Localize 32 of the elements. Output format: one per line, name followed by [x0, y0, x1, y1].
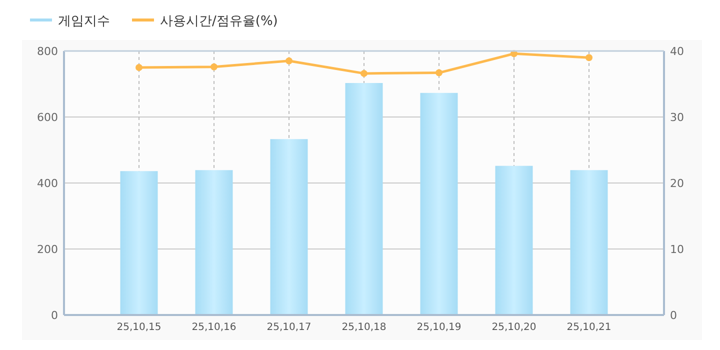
- x-tick-label: 25,10,18: [342, 322, 386, 333]
- x-tick-label: 25,10,21: [566, 322, 612, 333]
- y2-tick-label: 10: [670, 243, 684, 256]
- x-tick-label: 25,10,15: [116, 322, 162, 333]
- point: [136, 64, 142, 71]
- legend-label: 게임지수: [58, 14, 110, 29]
- point: [436, 69, 442, 76]
- point: [286, 57, 292, 64]
- y2-tick-label: 0: [670, 309, 677, 322]
- bar: [420, 92, 458, 315]
- x-tick-label: 25,10,17: [266, 322, 312, 333]
- point: [210, 63, 218, 70]
- y-tick-label: 400: [37, 177, 58, 190]
- point: [586, 54, 592, 62]
- bar: [495, 166, 533, 315]
- bar: [195, 170, 233, 315]
- legend-label: 사용시간/점유율(%): [160, 14, 278, 29]
- y-tick-label: 200: [37, 243, 58, 256]
- point: [360, 70, 368, 77]
- y2-tick-label: 40: [670, 45, 684, 58]
- x-tick-label: 25,10,20: [492, 322, 536, 333]
- bar: [270, 139, 308, 315]
- y2-tick-label: 20: [670, 177, 684, 190]
- y-tick-label: 800: [37, 45, 58, 58]
- x-tick-label: 25,10,16: [192, 322, 236, 333]
- y-tick-label: 600: [37, 111, 58, 124]
- y-tick-label: 0: [51, 309, 58, 322]
- y2-tick-label: 30: [670, 111, 684, 124]
- bar: [570, 170, 608, 315]
- bar: [345, 83, 383, 315]
- bar: [120, 171, 158, 315]
- x-tick-label: 25,10,19: [416, 322, 462, 333]
